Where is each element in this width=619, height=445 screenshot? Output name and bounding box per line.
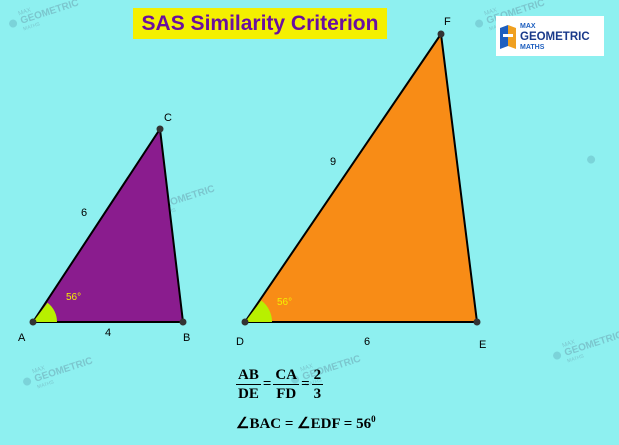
side-ac-label: 6 — [81, 207, 87, 219]
svg-text:MATHS: MATHS — [567, 353, 586, 364]
svg-text:MATHS: MATHS — [23, 21, 42, 32]
brand-logo-graphic: MAX GEOMETRIC MATHS — [500, 23, 590, 51]
svg-text:MATHS: MATHS — [37, 379, 56, 390]
degree-superscript: 0 — [371, 414, 376, 424]
svg-text:MAX: MAX — [562, 340, 576, 350]
vertex-a-point[interactable] — [29, 318, 37, 326]
triangle-def — [243, 31, 479, 323]
fraction-ab-numerator: AB — [236, 367, 261, 385]
triangle-abc — [31, 126, 185, 323]
fraction-2-numerator: 2 — [311, 367, 324, 385]
vertex-f-point[interactable] — [437, 30, 445, 38]
equals-sign-1: = — [262, 376, 272, 392]
angle-a-label: 56° — [66, 292, 81, 303]
logo-text-line1: MAX — [520, 23, 536, 30]
brand-logo: MAX GEOMETRIC MATHS — [496, 16, 604, 56]
fraction-ca-fd: CA FD — [273, 366, 300, 403]
angle-d-marker — [245, 300, 272, 322]
angle-equality-text: ∠BAC = ∠EDF = 56 — [236, 416, 372, 432]
angle-equality: ∠BAC = ∠EDF = 560 — [236, 414, 376, 433]
svg-text:MAX: MAX — [484, 8, 498, 18]
angle-a-marker — [33, 302, 58, 322]
fraction-2-3: 2 3 — [311, 366, 324, 403]
title-banner: SAS Similarity Criterion — [133, 8, 387, 39]
fraction-fd-denominator: FD — [276, 386, 297, 402]
angle-d-label: 56° — [277, 297, 292, 308]
ratio-formula: AB DE = CA FD = 2 3 — [236, 366, 324, 403]
vertex-e-point[interactable] — [473, 318, 481, 326]
vertex-b-label: B — [183, 332, 190, 344]
watermark-mid-right — [587, 155, 596, 164]
fraction-3-denominator: 3 — [313, 386, 322, 402]
logo-text-line2: GEOMETRIC — [520, 31, 590, 43]
equals-sign-2: = — [301, 376, 310, 392]
vertex-d-label: D — [236, 336, 244, 348]
svg-text:MAX: MAX — [300, 364, 314, 374]
svg-text:MAX: MAX — [32, 366, 46, 376]
vertex-b-point[interactable] — [179, 318, 187, 326]
vertex-d-point[interactable] — [241, 318, 249, 326]
side-de-label: 6 — [364, 336, 370, 348]
svg-text:MAX: MAX — [18, 8, 32, 18]
vertex-f-label: F — [444, 16, 451, 28]
side-df-label: 9 — [330, 156, 336, 168]
vertex-e-label: E — [479, 339, 486, 351]
fraction-ca-numerator: CA — [273, 367, 300, 385]
vertex-c-label: C — [164, 112, 172, 124]
svg-text:MATHS: MATHS — [305, 377, 324, 388]
vertex-a-label: A — [18, 332, 26, 344]
side-ab-label: 4 — [105, 327, 111, 339]
vertex-c-point[interactable] — [156, 125, 164, 133]
fraction-de-denominator: DE — [238, 386, 259, 402]
page-title: SAS Similarity Criterion — [141, 11, 379, 35]
logo-text-line3: MATHS — [520, 44, 545, 51]
fraction-ab-de: AB DE — [236, 366, 261, 403]
